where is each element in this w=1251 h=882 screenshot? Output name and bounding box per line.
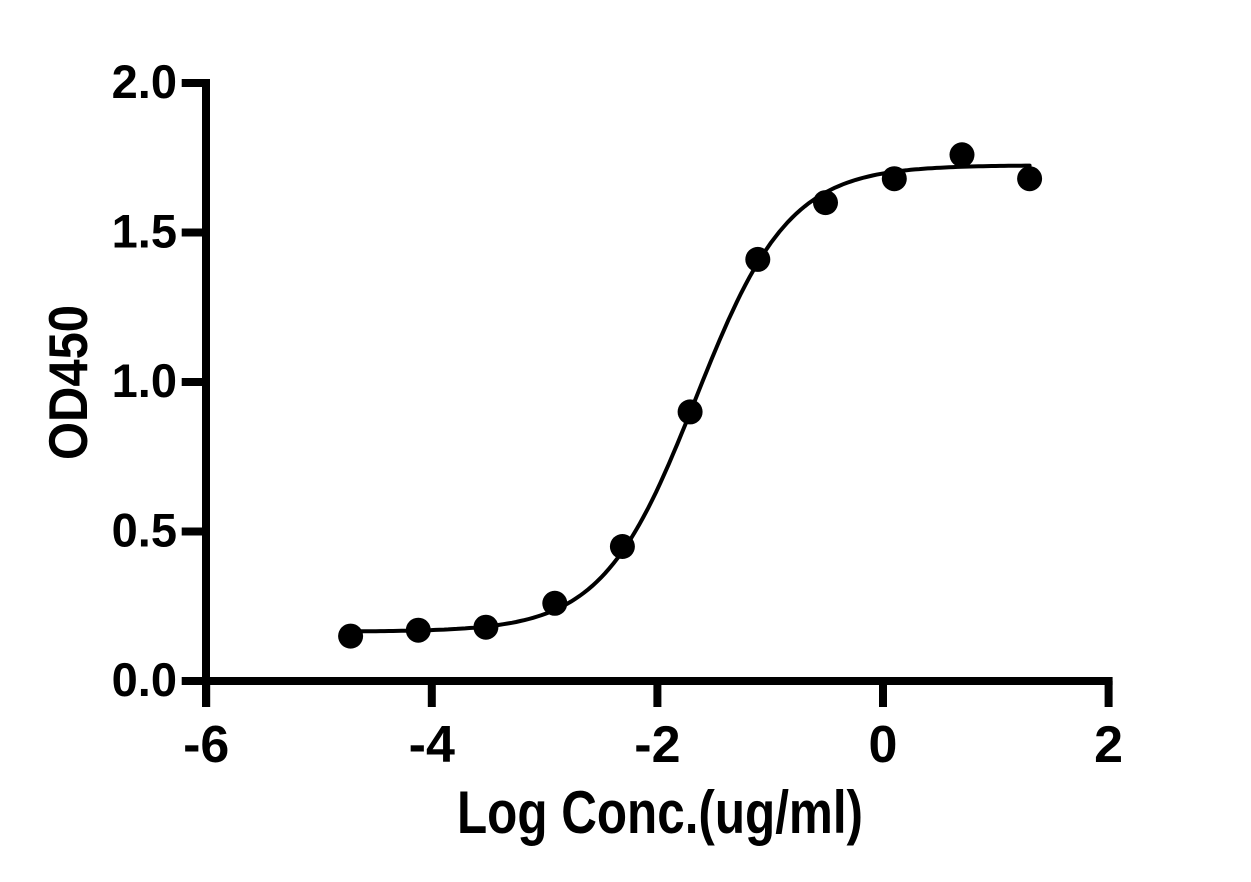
x-tick-label: -2 — [634, 716, 680, 774]
data-point — [1017, 166, 1043, 192]
data-point — [949, 142, 975, 168]
x-tick-label: 0 — [869, 716, 898, 774]
y-tick-label: 0.5 — [112, 504, 177, 557]
data-point — [405, 617, 431, 643]
x-axis-title: Log Conc.(ug/ml) — [457, 779, 863, 846]
data-point — [745, 246, 771, 272]
fit-curve-layer — [348, 163, 1032, 634]
data-point — [473, 614, 499, 640]
fit-curve-path — [348, 163, 1032, 634]
data-point — [609, 534, 635, 559]
x-tick-label: -4 — [409, 716, 455, 774]
y-tick-label: 1.0 — [112, 354, 177, 407]
data-points-layer — [338, 142, 1043, 649]
data-point — [813, 190, 838, 216]
y-tick-label: 2.0 — [112, 55, 177, 108]
data-point — [881, 166, 907, 192]
data-point — [542, 590, 568, 616]
x-tick-label: -6 — [183, 716, 229, 774]
x-tick-label: 2 — [1094, 716, 1123, 774]
data-point — [677, 399, 703, 425]
y-axis-title: OD450 — [37, 305, 99, 460]
y-tick-label: 1.5 — [112, 205, 177, 258]
data-point — [338, 623, 364, 649]
axes-layer: 0.0 0.5 1.0 1.5 2.0 -6 -4 -2 0 2 — [112, 55, 1123, 774]
y-tick-label: 0.0 — [112, 653, 177, 706]
